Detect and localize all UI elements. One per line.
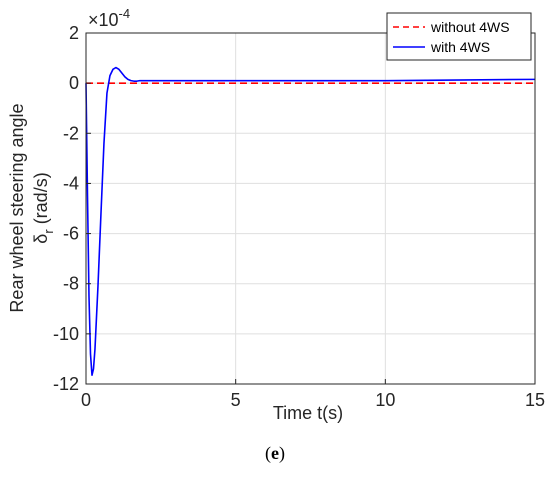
y-axis-label-line1: Rear wheel steering angle (7, 103, 27, 312)
legend-box (386, 12, 532, 61)
legend: without 4WS with 4WS (386, 12, 532, 61)
y-tick-label: 2 (69, 23, 79, 43)
y-axis-label: Rear wheel steering angle δr (rad/s) (7, 103, 56, 312)
x-tick-label: 0 (81, 390, 91, 410)
y-tick-label: -12 (53, 374, 79, 394)
legend-label-with-4ws: with 4WS (430, 39, 490, 55)
figure-caption: (e) (265, 443, 285, 464)
x-tick-label: 15 (525, 390, 545, 410)
legend-label-without-4ws: without 4WS (430, 19, 510, 35)
y-tick-label: -2 (63, 123, 79, 143)
y-tick-label: -4 (63, 173, 79, 193)
y-axis-label-line2: δr (rad/s) (31, 172, 56, 243)
plot-area (86, 33, 535, 384)
y-tick-label: -6 (63, 224, 79, 244)
x-tick-label: 10 (375, 390, 395, 410)
series-layer (85, 66, 536, 377)
x-axis-label: Time t(s) (273, 403, 343, 423)
y-scale-factor: ×10-4 (88, 6, 130, 30)
grid (85, 32, 536, 385)
y-tick-label: -8 (63, 274, 79, 294)
y-tick-label: 0 (69, 73, 79, 93)
x-tick-label: 5 (231, 390, 241, 410)
y-tick-label: -10 (53, 324, 79, 344)
plot-frame (85, 32, 536, 385)
series-line-with-4ws (85, 66, 536, 377)
